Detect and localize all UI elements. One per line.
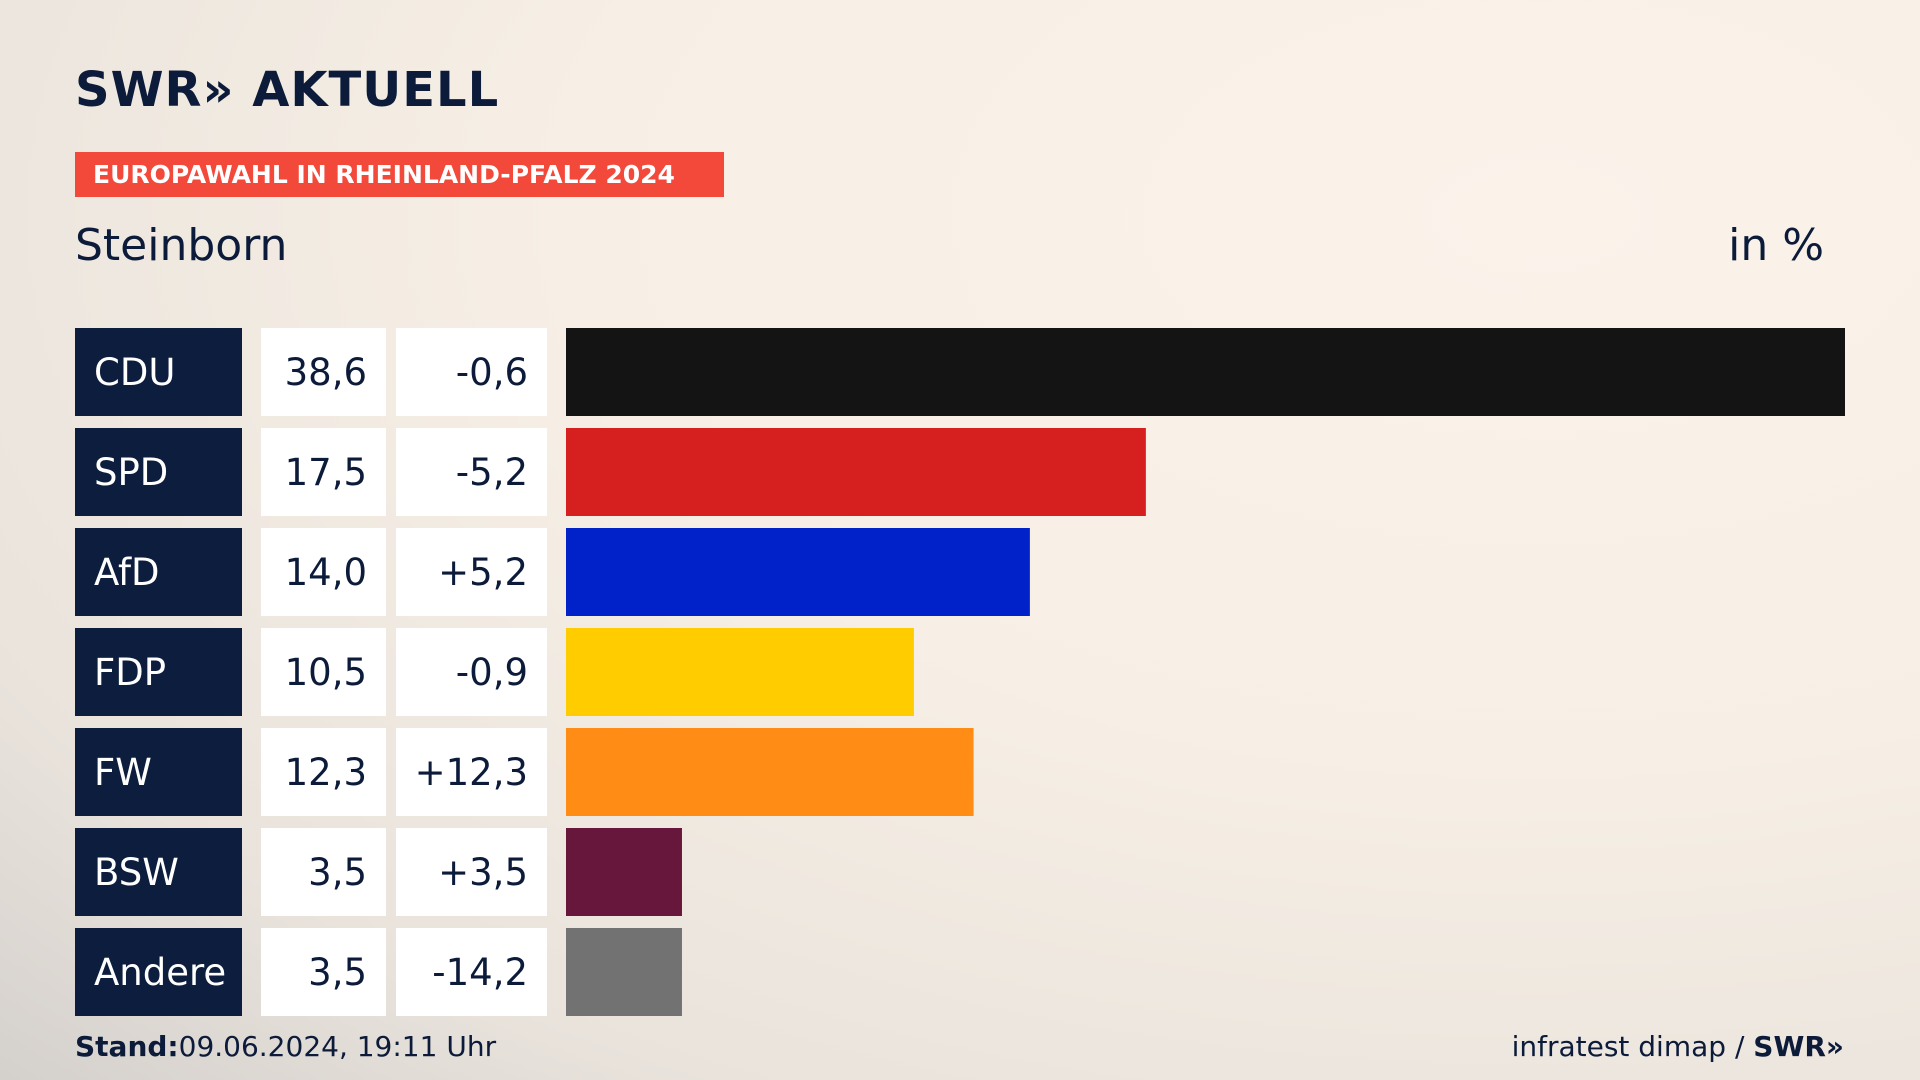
bar-fw	[566, 728, 974, 816]
change-label-andere: -14,2	[432, 951, 528, 994]
value-cell-cdu	[261, 328, 386, 416]
party-label-box-cdu	[75, 328, 242, 416]
stand-label: Stand:	[75, 1030, 179, 1063]
bar-afd	[566, 528, 1030, 616]
value-cell-andere	[261, 928, 386, 1016]
timestamp: Stand:09.06.2024, 19:11 Uhr	[75, 1030, 496, 1063]
party-label-cdu: CDU	[94, 351, 175, 394]
change-cell-spd	[396, 428, 547, 516]
party-label-box-fdp	[75, 628, 242, 716]
swr-aktuell-logo: SWR» AKTUELL	[75, 62, 500, 118]
party-label-fw: FW	[94, 751, 152, 794]
value-label-cdu: 38,6	[285, 351, 367, 394]
value-cell-afd	[261, 528, 386, 616]
change-cell-andere	[396, 928, 547, 1016]
stand-value: 09.06.2024, 19:11 Uhr	[178, 1030, 497, 1063]
source-label: infratest dimap /	[1511, 1030, 1745, 1063]
value-label-bsw: 3,5	[308, 851, 367, 894]
value-label-fw: 12,3	[285, 751, 367, 794]
party-label-spd: SPD	[94, 451, 168, 494]
bar-spd	[566, 428, 1146, 516]
unit-label: in %	[1728, 220, 1824, 271]
change-cell-fw	[396, 728, 547, 816]
change-cell-cdu	[396, 328, 547, 416]
change-cell-fdp	[396, 628, 547, 716]
value-label-andere: 3,5	[308, 951, 367, 994]
value-label-afd: 14,0	[285, 551, 367, 594]
party-label-box-fw	[75, 728, 242, 816]
party-label-bsw: BSW	[94, 851, 179, 894]
party-label-box-spd	[75, 428, 242, 516]
change-label-fw: +12,3	[415, 751, 528, 794]
party-label-fdp: FDP	[94, 651, 166, 694]
bar-fdp	[566, 628, 914, 716]
value-cell-fdp	[261, 628, 386, 716]
election-kicker: EUROPAWAHL IN RHEINLAND-PFALZ 2024	[75, 152, 724, 197]
party-label-afd: AfD	[94, 551, 160, 594]
party-label-box-bsw	[75, 828, 242, 916]
place-title: Steinborn	[75, 220, 288, 271]
change-cell-bsw	[396, 828, 547, 916]
party-label-box-afd	[75, 528, 242, 616]
value-cell-fw	[261, 728, 386, 816]
party-label-box-andere	[75, 928, 242, 1016]
value-cell-bsw	[261, 828, 386, 916]
change-label-afd: +5,2	[438, 551, 528, 594]
bar-andere	[566, 928, 682, 1016]
bar-cdu	[566, 328, 1845, 416]
swr-brand: SWR»	[1753, 1030, 1844, 1063]
value-label-fdp: 10,5	[285, 651, 367, 694]
change-label-cdu: -0,6	[456, 351, 528, 394]
source-credit: infratest dimap / SWR»	[1512, 1030, 1844, 1063]
change-cell-afd	[396, 528, 547, 616]
bar-bsw	[566, 828, 682, 916]
value-cell-spd	[261, 428, 386, 516]
change-label-spd: -5,2	[456, 451, 528, 494]
change-label-bsw: +3,5	[438, 851, 528, 894]
change-label-fdp: -0,9	[456, 651, 528, 694]
value-label-spd: 17,5	[285, 451, 367, 494]
party-label-andere: Andere	[94, 951, 226, 994]
